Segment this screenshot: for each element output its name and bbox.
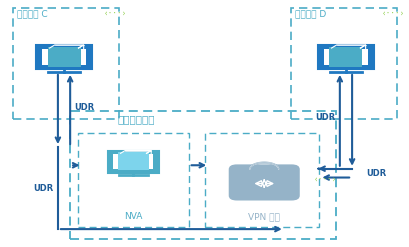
Text: ‹···›: ‹···› [103, 10, 126, 19]
FancyBboxPatch shape [108, 151, 158, 173]
Text: 虚拟网络 C: 虚拟网络 C [17, 9, 47, 18]
Text: 虚拟网络 D: 虚拟网络 D [294, 9, 325, 18]
FancyBboxPatch shape [329, 47, 362, 67]
FancyBboxPatch shape [42, 49, 86, 65]
Text: UDR: UDR [315, 113, 335, 122]
FancyBboxPatch shape [228, 165, 299, 201]
Text: 中心虚拟网络: 中心虚拟网络 [118, 114, 155, 124]
FancyBboxPatch shape [47, 47, 80, 67]
Text: ‹···›: ‹···› [313, 176, 336, 185]
Text: UDR: UDR [34, 184, 54, 193]
Text: UDR: UDR [366, 169, 386, 178]
FancyBboxPatch shape [317, 45, 373, 69]
FancyBboxPatch shape [323, 49, 367, 65]
Text: VPN 网关: VPN 网关 [248, 212, 279, 221]
Text: UDR: UDR [74, 103, 94, 111]
FancyBboxPatch shape [113, 154, 153, 169]
Text: NVA: NVA [124, 211, 142, 221]
FancyBboxPatch shape [36, 45, 92, 69]
FancyBboxPatch shape [118, 152, 148, 170]
Text: ‹···›: ‹···› [380, 10, 404, 19]
